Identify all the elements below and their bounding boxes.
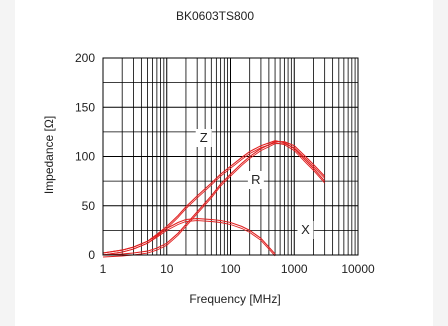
y-axis-label: Impedance [Ω] [42,116,56,194]
series-label-r: R [251,172,260,187]
y-tick-label: 100 [75,150,95,164]
series-label-bg [247,171,264,189]
y-tick-label: 0 [88,248,95,262]
chart-panel: BK0603TS800 1 10 100 1000 10000 0 50 100 150 200… [15,0,433,326]
x-tick-label: 1 [100,262,107,276]
series-label-bg [297,221,314,239]
series-label-bg [195,129,212,147]
y-tick-labels: 0 50 100 150 200 [75,51,95,262]
series-label-x: X [301,222,310,237]
x-tick-label: 100 [220,262,240,276]
grid-lines [103,58,358,255]
x-tick-label: 10 [160,262,174,276]
y-tick-label: 50 [82,199,96,213]
series-labels: Z R X [195,129,314,239]
x-tick-label: 1000 [281,262,308,276]
series-line-x-trace [102,220,276,257]
series-lines [102,140,326,258]
y-tick-label: 200 [75,51,95,65]
impedance-chart: BK0603TS800 1 10 100 1000 10000 0 50 100 150 200… [42,9,375,306]
y-tick-label: 150 [75,100,95,114]
series-line-r [102,141,326,256]
x-axis-label: Frequency [MHz] [189,292,280,306]
series-line-x [102,218,276,255]
series-label-z: Z [200,130,208,145]
chart-title: BK0603TS800 [176,9,254,23]
series-line-r-trace [102,143,326,258]
x-tick-labels: 1 10 100 1000 10000 [100,262,375,276]
x-tick-label: 10000 [341,262,375,276]
plot-area-border [102,57,359,256]
